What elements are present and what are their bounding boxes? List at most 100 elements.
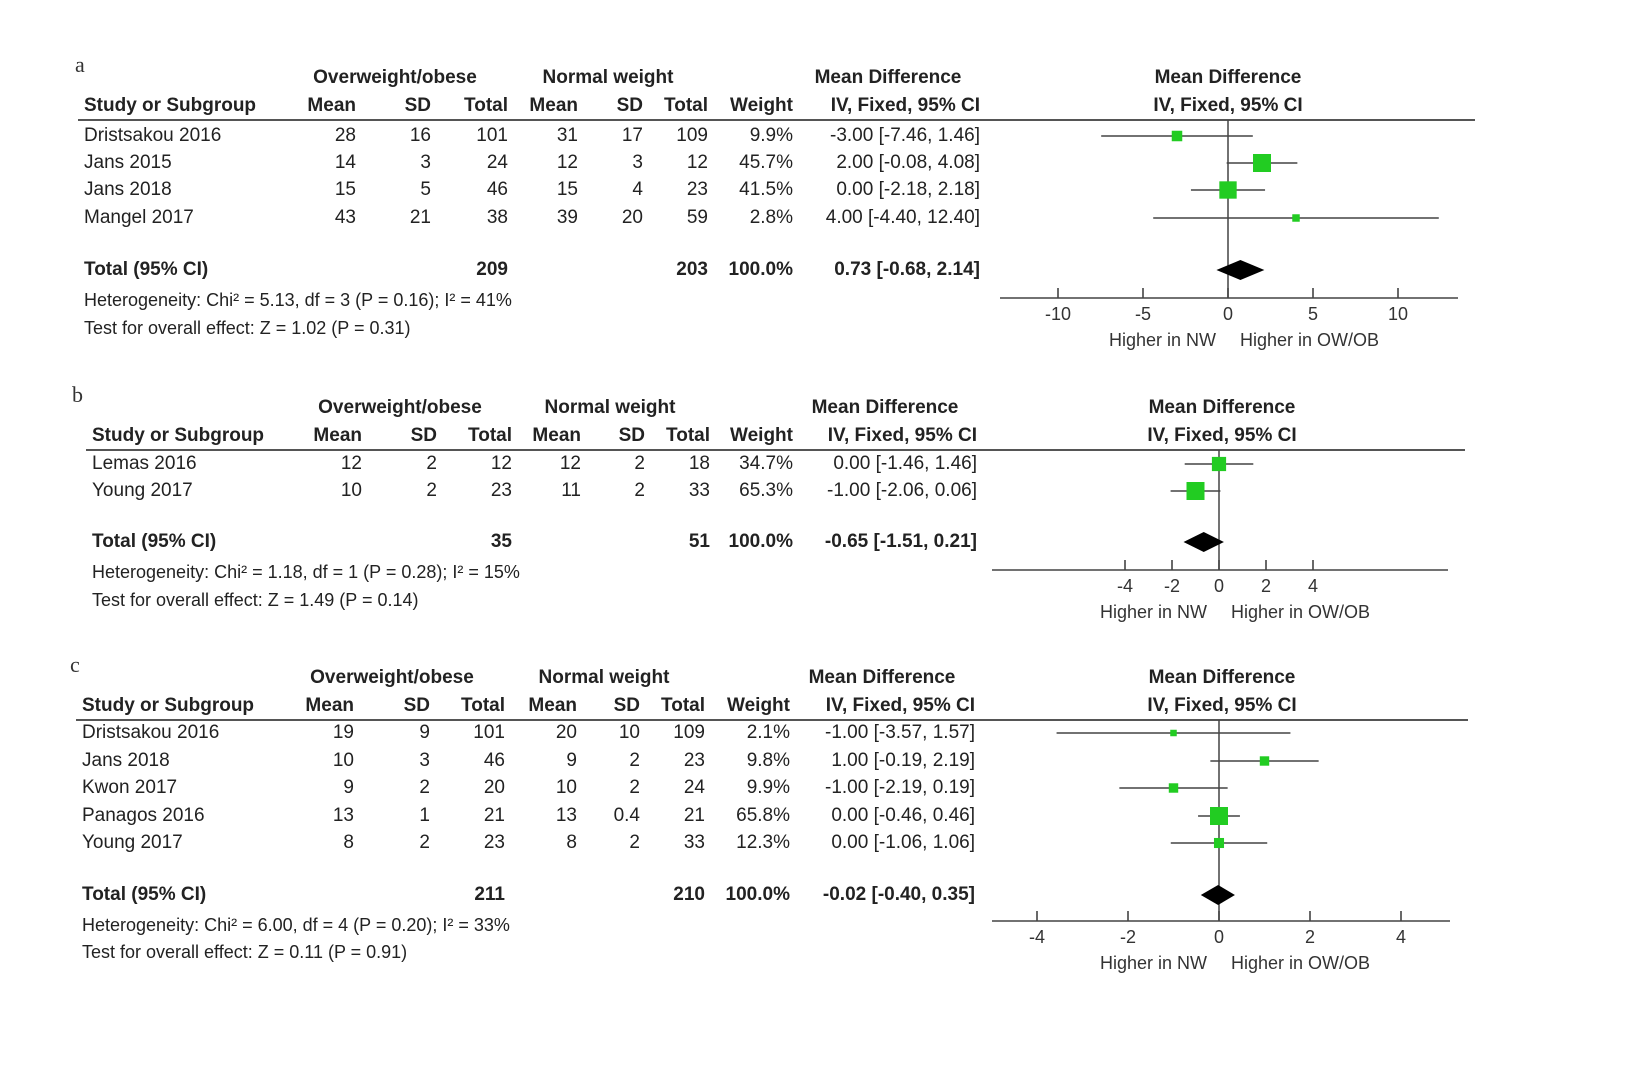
panel-label: b (72, 382, 83, 407)
cell-total2: 23 (686, 179, 708, 200)
x-tick-label: 0 (1214, 927, 1224, 947)
cell-total2: 109 (676, 125, 708, 146)
total-ci: 0.73 [-0.68, 2.14] (834, 259, 980, 280)
effect-square (1213, 837, 1225, 849)
cell-ci: 2.00 [-0.08, 4.08] (836, 152, 980, 173)
sd1-column-header: SD (410, 425, 437, 446)
panel-label: a (75, 52, 85, 77)
cell-weight: 2.8% (749, 207, 793, 228)
cell-sd2: 2 (629, 832, 640, 853)
heterogeneity-text: Heterogeneity: Chi² = 6.00, df = 4 (P = … (82, 915, 510, 935)
study-column-header: Study or Subgroup (82, 695, 255, 716)
cell-mean1: 10 (332, 750, 354, 771)
axis-right-label: Higher in OW/OB (1240, 330, 1379, 350)
plot-subtitle: IV, Fixed, 95% CI (1147, 695, 1297, 716)
overall-effect-text: Test for overall effect: Z = 1.02 (P = 0… (84, 318, 411, 338)
cell-weight: 9.9% (749, 125, 793, 146)
cell-weight: 65.8% (736, 805, 790, 826)
cell-weight: 9.9% (746, 777, 790, 798)
heterogeneity-text: Heterogeneity: Chi² = 1.18, df = 1 (P = … (92, 562, 520, 582)
plot-title: Mean Difference (1154, 67, 1302, 88)
x-tick-label: -4 (1029, 927, 1045, 947)
study-name: Lemas 2016 (92, 453, 197, 474)
cell-mean1: 28 (334, 125, 356, 146)
cell-total2: 33 (688, 480, 710, 501)
weight-column-header: Weight (730, 425, 793, 446)
pooled-diamond (1200, 885, 1235, 905)
mean1-column-header: Mean (307, 95, 356, 116)
overall-effect-text: Test for overall effect: Z = 0.11 (P = 0… (82, 942, 408, 962)
total2-column-header: Total (664, 95, 708, 116)
axis-left-label: Higher in NW (1100, 953, 1207, 973)
cell-ci: -3.00 [-7.46, 1.46] (830, 125, 980, 146)
total-label: Total (95% CI) (82, 884, 207, 905)
group1-header: Overweight/obese (310, 667, 474, 688)
cell-total1: 23 (483, 832, 505, 853)
total-label: Total (95% CI) (92, 531, 217, 552)
x-tick-label: 2 (1305, 927, 1315, 947)
sd1-column-header: SD (404, 95, 431, 116)
cell-mean2: 9 (566, 750, 577, 771)
axis-left-label: Higher in NW (1100, 602, 1207, 622)
group1-header: Overweight/obese (318, 397, 482, 418)
study-name: Dristsakou 2016 (82, 722, 220, 743)
cell-mean1: 13 (332, 805, 354, 826)
total-n2: 51 (688, 531, 710, 552)
study-name: Young 2017 (82, 832, 183, 853)
cell-total1: 12 (490, 453, 512, 474)
study-name: Mangel 2017 (84, 207, 194, 228)
cell-mean1: 12 (340, 453, 362, 474)
total-weight: 100.0% (728, 531, 793, 552)
x-tick-label: -4 (1117, 576, 1133, 596)
effect-square (1259, 756, 1270, 766)
cell-total2: 109 (673, 722, 705, 743)
total-weight: 100.0% (725, 884, 790, 905)
cell-weight: 2.1% (746, 722, 790, 743)
effect-square (1292, 214, 1300, 222)
md-column-header: Mean Difference (814, 67, 962, 88)
cell-sd1: 3 (419, 750, 430, 771)
md-column-header: Mean Difference (808, 667, 956, 688)
cell-total2: 12 (686, 152, 708, 173)
group2-header: Normal weight (542, 67, 674, 88)
cell-sd2: 2 (634, 453, 645, 474)
cell-total1: 20 (483, 777, 505, 798)
cell-ci: 0.00 [-2.18, 2.18] (836, 179, 980, 200)
x-tick-label: 4 (1308, 576, 1318, 596)
total-n2: 210 (673, 884, 705, 905)
md-column-header: Mean Difference (811, 397, 959, 418)
cell-sd1: 2 (419, 777, 430, 798)
study-column-header: Study or Subgroup (92, 425, 265, 446)
total1-column-header: Total (461, 695, 505, 716)
cell-sd2: 20 (621, 207, 643, 228)
cell-total2: 59 (686, 207, 708, 228)
cell-mean2: 13 (555, 805, 577, 826)
cell-sd1: 1 (419, 805, 430, 826)
total2-column-header: Total (661, 695, 705, 716)
ci-column-header: IV, Fixed, 95% CI (830, 95, 980, 116)
x-tick-label: 4 (1396, 927, 1406, 947)
effect-square (1186, 482, 1205, 500)
group2-header: Normal weight (538, 667, 670, 688)
plot-title: Mean Difference (1148, 667, 1296, 688)
x-tick-label: -10 (1045, 304, 1071, 324)
total2-column-header: Total (666, 425, 710, 446)
mean1-column-header: Mean (305, 695, 354, 716)
pooled-diamond (1183, 532, 1224, 552)
cell-mean2: 12 (559, 453, 581, 474)
cell-ci: -1.00 [-2.06, 0.06] (827, 480, 977, 501)
ci-column-header: IV, Fixed, 95% CI (825, 695, 975, 716)
sd2-column-header: SD (618, 425, 645, 446)
study-column-header: Study or Subgroup (84, 95, 257, 116)
effect-square (1253, 154, 1271, 172)
cell-ci: 0.00 [-0.46, 0.46] (831, 805, 975, 826)
cell-weight: 45.7% (739, 152, 793, 173)
heterogeneity-text: Heterogeneity: Chi² = 5.13, df = 3 (P = … (84, 290, 512, 310)
cell-total1: 46 (486, 179, 508, 200)
cell-total1: 46 (483, 750, 505, 771)
cell-sd1: 2 (426, 480, 437, 501)
cell-total1: 23 (490, 480, 512, 501)
overall-effect-text: Test for overall effect: Z = 1.49 (P = 0… (92, 590, 419, 610)
header-rule (86, 449, 1465, 451)
cell-weight: 9.8% (746, 750, 790, 771)
